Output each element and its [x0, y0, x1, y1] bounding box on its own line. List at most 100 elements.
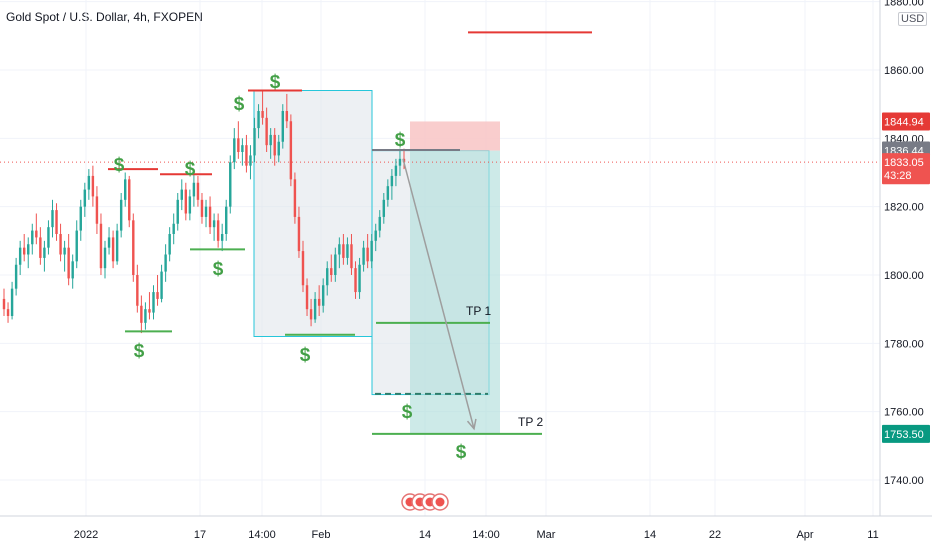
candle-body — [208, 206, 212, 228]
candle-body — [326, 268, 329, 286]
event-flag-dot — [435, 497, 445, 507]
candle-body — [265, 117, 268, 146]
candle — [192, 172, 196, 207]
candle-body — [204, 206, 208, 217]
candle — [27, 237, 30, 269]
candle-body — [192, 182, 196, 197]
candles — [2, 90, 406, 334]
candle-body — [370, 240, 373, 262]
candle — [216, 213, 220, 248]
candle — [99, 213, 103, 275]
range-box — [253, 90, 373, 337]
price-tag-countdown — [882, 166, 930, 185]
candle-body — [216, 220, 220, 241]
y-tick-label: 1800.00 — [884, 270, 924, 282]
candle — [394, 158, 398, 187]
candle — [87, 169, 91, 200]
x-tick-label: 11 — [867, 529, 878, 541]
candle-body — [31, 230, 34, 245]
x-tick-label: 14:00 — [472, 529, 500, 541]
candle-body — [362, 247, 365, 265]
candle-body — [233, 138, 236, 163]
price-tag-target — [882, 424, 930, 443]
candle — [257, 104, 260, 139]
dollar-marker: $ — [234, 94, 245, 115]
candle — [14, 257, 18, 296]
candle-body — [354, 268, 357, 293]
candle — [75, 220, 78, 269]
candle — [107, 227, 111, 255]
candle-body — [386, 186, 390, 200]
candle-body — [18, 247, 22, 265]
candle-body — [71, 261, 74, 279]
y-tick-label: 1740.00 — [884, 475, 924, 487]
candle-body — [115, 230, 119, 262]
candle-body — [119, 199, 123, 231]
candle — [128, 175, 131, 228]
price-tag-label: 43:28 — [884, 170, 912, 182]
dollar-marker: $ — [185, 159, 196, 180]
candle-body — [330, 268, 333, 275]
candle — [350, 234, 353, 275]
candle-body — [140, 305, 143, 323]
candle — [309, 298, 313, 327]
candle-body — [164, 254, 167, 272]
candle-body — [289, 121, 293, 180]
candle-body — [281, 111, 284, 142]
y-tick-label: 1860.00 — [884, 65, 924, 77]
candle — [265, 107, 268, 152]
candle — [370, 234, 373, 269]
candle-body — [358, 264, 361, 293]
candle-body — [390, 175, 394, 187]
candle-body — [346, 244, 349, 258]
x-tick-label: 2022 — [74, 529, 98, 541]
candle — [55, 203, 58, 241]
candle-body — [220, 234, 224, 241]
candle — [176, 193, 179, 231]
candle-body — [313, 298, 317, 320]
candle — [67, 234, 70, 286]
candle — [273, 128, 276, 166]
candle-body — [309, 309, 313, 320]
candle — [184, 182, 188, 221]
x-tick-label: Apr — [796, 529, 813, 541]
price-tag-stop — [882, 112, 930, 131]
candle-body — [35, 230, 38, 238]
candle-body — [225, 206, 228, 234]
candle — [83, 182, 87, 217]
candle — [115, 223, 119, 265]
dollar-marker: $ — [300, 345, 311, 366]
candle-body — [241, 145, 244, 152]
candle — [79, 199, 82, 241]
candle-body — [51, 210, 54, 228]
candle — [71, 254, 74, 289]
chart-title: Gold Spot / U.S. Dollar, 4h, FXOPEN — [6, 10, 203, 24]
candle-body — [132, 220, 135, 275]
candle — [51, 199, 54, 238]
candle-body — [124, 179, 127, 200]
candle-body — [99, 223, 103, 269]
candle — [374, 223, 377, 252]
candle — [245, 134, 248, 173]
candle — [249, 145, 252, 180]
candle-body — [14, 264, 18, 289]
currency-badge[interactable]: USD — [898, 12, 928, 26]
candle-body — [196, 182, 200, 200]
candle — [47, 220, 50, 255]
candle — [233, 128, 236, 170]
candle-body — [63, 247, 66, 255]
candle-body — [229, 162, 232, 207]
candle-body — [366, 247, 369, 262]
candle — [225, 199, 228, 241]
candle — [196, 175, 200, 207]
candle-body — [47, 227, 50, 248]
candle-body — [83, 189, 87, 207]
candle-body — [160, 271, 163, 299]
candle — [212, 213, 216, 241]
candle-body — [91, 175, 95, 197]
candle — [334, 247, 337, 282]
candle — [156, 275, 159, 306]
candle-body — [382, 199, 386, 217]
